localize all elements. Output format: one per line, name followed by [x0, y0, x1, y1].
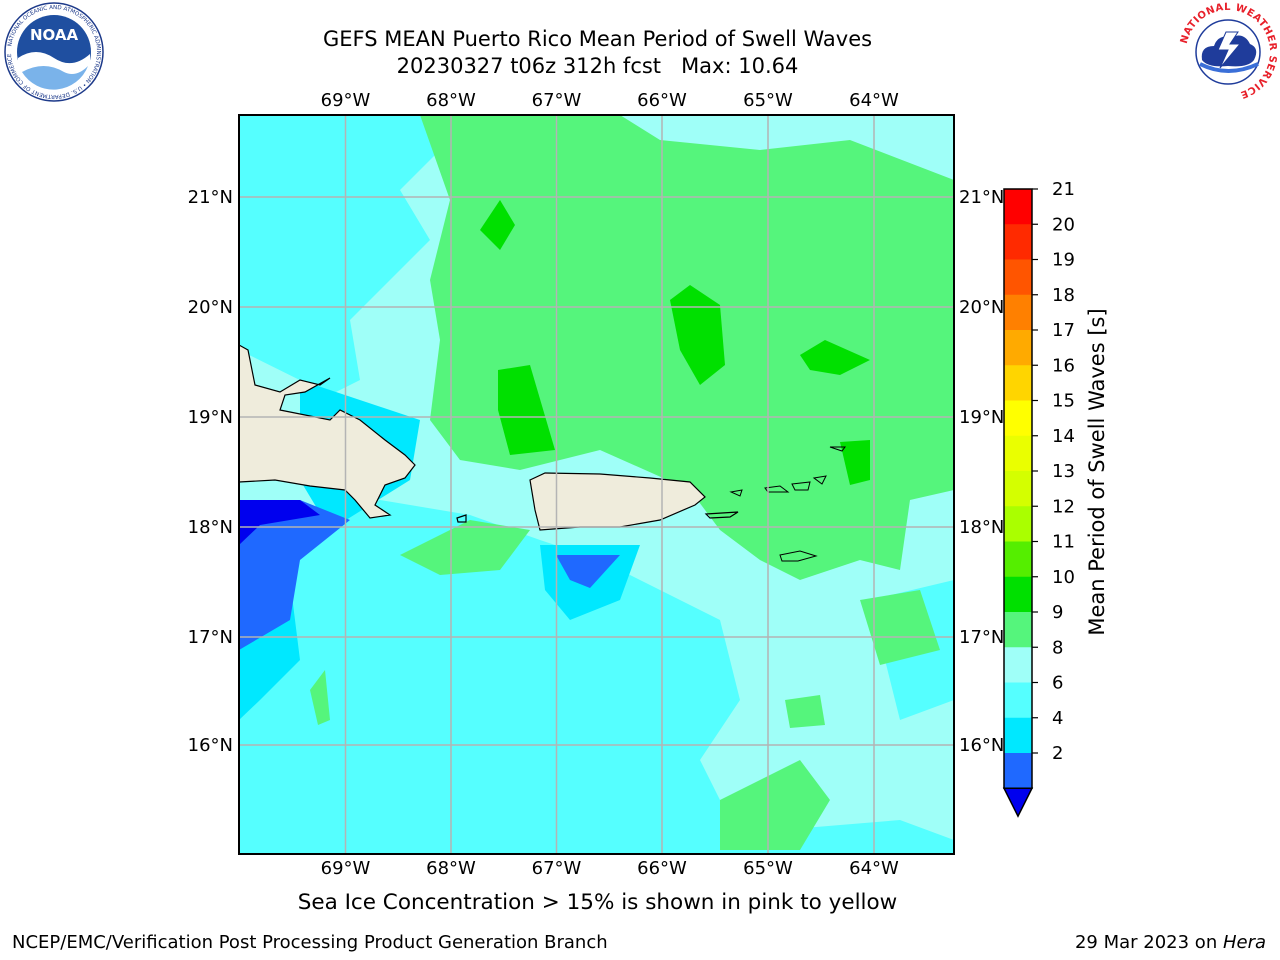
lon-label-top: 69°W	[321, 90, 371, 111]
lat-label-left: 21°N	[188, 187, 233, 208]
colorbar-swatch	[1004, 576, 1032, 613]
colorbar-swatch	[1004, 294, 1032, 331]
lon-label-bottom: 67°W	[532, 858, 582, 879]
colorbar-swatch	[1004, 435, 1032, 472]
footer-machine: Hera	[1222, 932, 1266, 953]
colorbar-tick-label: 16	[1052, 355, 1075, 376]
footer-date: 29 Mar 2023 on Hera	[1075, 932, 1266, 953]
swell-band-under-2	[239, 500, 320, 545]
colorbar-swatch	[1004, 612, 1032, 648]
colorbar-tick-label: 10	[1052, 567, 1075, 588]
colorbar-swatch	[1004, 259, 1032, 296]
colorbar-swatch	[1004, 400, 1032, 437]
colorbar-tick-label: 8	[1052, 637, 1063, 658]
colorbar-frame	[1003, 188, 1033, 789]
colorbar-swatch	[1004, 647, 1032, 683]
colorbar-swatch	[1004, 330, 1032, 366]
title-line-1: GEFS MEAN Puerto Rico Mean Period of Swe…	[322, 27, 873, 51]
colorbar-tick-label: 12	[1052, 496, 1075, 517]
lat-label-right: 18°N	[959, 517, 1004, 538]
colorbar-swatch	[1004, 717, 1032, 754]
hispaniola-land	[239, 344, 416, 519]
swell-band-6-8	[239, 500, 954, 854]
colorbar-tick-label: 11	[1052, 532, 1075, 553]
nws-logo: NATIONAL WEATHER SERVICE	[1179, 2, 1278, 101]
swell-band-10-11	[840, 440, 870, 485]
footer-credit: NCEP/EMC/Verification Post Processing Pr…	[12, 932, 608, 953]
colorbar-tick-label: 4	[1052, 708, 1063, 729]
swell-band-9-10	[310, 670, 330, 725]
lat-label-left: 19°N	[188, 407, 233, 428]
lon-label-bottom: 64°W	[849, 858, 899, 879]
colorbar: 21 20 19 18 17 16 15 14 13 12 11 10 9 8 6 4 2	[1002, 179, 1075, 818]
colorbar-swatch	[1004, 365, 1032, 401]
swell-band-6-8	[239, 115, 440, 395]
colorbar-swatch	[1004, 541, 1032, 578]
colorbar-tick-label: 19	[1052, 250, 1075, 271]
st-croix-island	[779, 550, 818, 562]
lon-label-bottom: 66°W	[637, 858, 687, 879]
lon-label-bottom: 65°W	[743, 858, 793, 879]
swell-band-9-10	[785, 695, 825, 728]
lat-label-left: 18°N	[188, 517, 233, 538]
swell-band-2-4	[239, 500, 350, 650]
title-line-2: 20230327 t06z 312h fcst Max: 10.64	[396, 54, 799, 78]
lon-label-top: 66°W	[637, 90, 687, 111]
chart-title: GEFS MEAN Puerto Rico Mean Period of Swe…	[240, 26, 955, 80]
noaa-logo: NATIONAL OCEANIC AND ATMOSPHERIC ADMINIS…	[4, 2, 104, 102]
lat-label-left: 16°N	[188, 735, 233, 756]
colorbar-tick-label: 17	[1052, 320, 1075, 341]
lat-label-right: 16°N	[959, 735, 1004, 756]
sea-ice-note: Sea Ice Concentration > 15% is shown in …	[297, 890, 898, 915]
lat-label-right: 20°N	[959, 297, 1004, 318]
colorbar-extend-arrow	[1002, 787, 1034, 818]
swell-band-10-11	[670, 285, 725, 385]
colorbar-tick-label: 21	[1052, 179, 1075, 200]
lon-label-bottom: 68°W	[426, 858, 476, 879]
vieques-island	[704, 511, 739, 519]
colorbar-tick-label: 2	[1052, 743, 1063, 764]
swell-band-9-10	[400, 520, 530, 575]
swell-band-10-11	[800, 340, 870, 375]
swell-band-2-4	[556, 555, 620, 588]
colorbar-label: Mean Period of Swell Waves [s]	[1085, 308, 1109, 636]
colorbar-tick-label: 13	[1052, 461, 1075, 482]
colorbar-tick-label: 15	[1052, 391, 1075, 412]
lon-label-top: 67°W	[532, 90, 582, 111]
swell-band-10-11	[498, 365, 555, 455]
mona-island	[456, 514, 467, 523]
noaa-logo-text: NOAA	[30, 26, 79, 44]
graticule	[239, 115, 954, 854]
colorbar-swatch	[1004, 682, 1032, 719]
swell-band-9-10	[860, 590, 940, 665]
lat-label-right: 19°N	[959, 407, 1004, 428]
colorbar-tick-label: 14	[1052, 426, 1075, 447]
swell-band-10-11	[480, 200, 515, 250]
lat-label-right: 17°N	[959, 627, 1004, 648]
lon-label-top: 68°W	[426, 90, 476, 111]
colorbar-swatch	[1004, 506, 1032, 542]
footer-date-text: 29 Mar 2023 on	[1074, 932, 1223, 953]
colorbar-swatch	[1004, 753, 1032, 789]
colorbar-tick-label: 18	[1052, 285, 1075, 306]
lat-label-right: 21°N	[959, 187, 1004, 208]
lat-label-left: 17°N	[188, 627, 233, 648]
colorbar-swatch	[1004, 189, 1032, 225]
colorbar-tick-label: 6	[1052, 673, 1063, 694]
map-frame	[238, 114, 955, 855]
anegada-island	[829, 446, 846, 452]
lon-label-top: 64°W	[849, 90, 899, 111]
contour-field	[239, 115, 954, 854]
colorbar-tick-label: 20	[1052, 214, 1075, 235]
colorbar-swatch	[1004, 224, 1032, 260]
lon-label-bottom: 69°W	[321, 858, 371, 879]
lat-label-left: 20°N	[188, 297, 233, 318]
colorbar-swatch	[1004, 471, 1032, 507]
virgin-islands	[729, 475, 827, 497]
swell-band-9-10	[720, 760, 830, 850]
lon-label-top: 65°W	[743, 90, 793, 111]
colorbar-tick-label: 9	[1052, 602, 1063, 623]
